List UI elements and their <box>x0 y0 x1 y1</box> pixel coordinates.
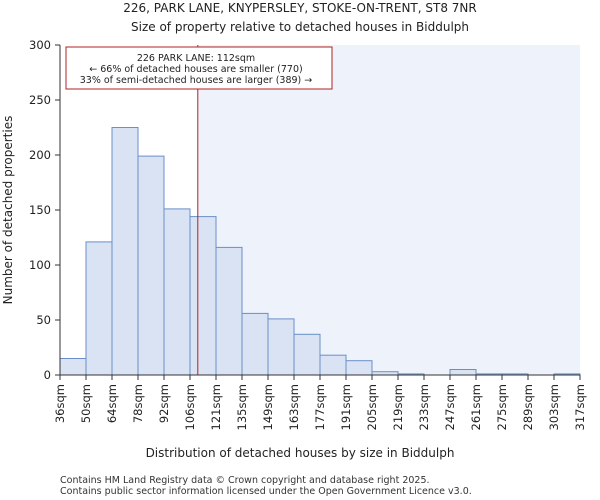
x-axis-ticks: 36sqm 50sqm 64sqm 78sqm 92sqm 106sqm 121sqm 135… <box>53 375 587 430</box>
annotation-box: 226 PARK LANE: 112sqm ← 66% of detached … <box>65 46 333 90</box>
bar-191sqm <box>345 360 373 376</box>
bar-149sqm <box>267 318 295 376</box>
bars <box>59 127 581 376</box>
y-tick-label: 150 <box>29 203 51 217</box>
bar-36sqm <box>59 358 87 376</box>
x-tick-label-163sqm: 163sqm <box>287 384 301 430</box>
x-tick-label-50sqm: 50sqm <box>79 384 93 423</box>
footer-line-2: Contains public sector information licen… <box>60 486 472 497</box>
x-tick-label-191sqm: 191sqm <box>339 384 353 430</box>
footer-line-1: Contains HM Land Registry data © Crown c… <box>60 475 430 486</box>
x-tick-label-106sqm: 106sqm <box>183 384 197 430</box>
bar-121sqm <box>215 246 243 376</box>
bar-135sqm <box>241 312 269 376</box>
x-tick-label-289sqm: 289sqm <box>521 384 535 430</box>
x-tick-label-219sqm: 219sqm <box>391 384 405 430</box>
bar-247sqm <box>449 369 477 376</box>
x-tick-label-135sqm: 135sqm <box>235 384 249 430</box>
y-tick-label: 200 <box>29 148 51 162</box>
annotation-line-1: 226 PARK LANE: 112sqm <box>137 53 255 64</box>
x-tick-label-121sqm: 121sqm <box>209 384 223 430</box>
x-tick-label-247sqm: 247sqm <box>443 384 457 430</box>
chart-title: 226, PARK LANE, KNYPERSLEY, STOKE-ON-TRE… <box>123 1 476 15</box>
x-tick-label-233sqm: 233sqm <box>417 384 431 430</box>
bar-64sqm <box>111 127 139 376</box>
chart-subtitle: Size of property relative to detached ho… <box>131 20 469 34</box>
x-tick-label-317sqm: 317sqm <box>573 384 587 430</box>
x-tick-label-303sqm: 303sqm <box>547 384 561 430</box>
y-axis-label: Number of detached properties <box>1 116 15 305</box>
x-tick-label-36sqm: 36sqm <box>53 384 67 423</box>
bar-177sqm <box>319 354 347 376</box>
x-tick-label-205sqm: 205sqm <box>365 384 379 430</box>
x-tick-label-149sqm: 149sqm <box>261 384 275 430</box>
y-tick-label: 50 <box>36 313 51 327</box>
bar-92sqm <box>163 208 191 376</box>
x-tick-label-64sqm: 64sqm <box>105 384 119 423</box>
x-tick-label-261sqm: 261sqm <box>469 384 483 430</box>
y-tick-label: 300 <box>29 38 51 52</box>
annotation-line-3: 33% of semi-detached houses are larger (… <box>80 75 313 86</box>
x-tick-label-92sqm: 92sqm <box>157 384 171 423</box>
y-tick-label: 250 <box>29 93 51 107</box>
x-tick-label-275sqm: 275sqm <box>495 384 509 430</box>
bar-163sqm <box>293 333 321 376</box>
y-axis-ticks: 0 50 100 150 200 250 300 <box>29 38 60 382</box>
bar-78sqm <box>137 155 165 376</box>
annotation-border <box>65 46 333 90</box>
x-tick-label-78sqm: 78sqm <box>131 384 145 423</box>
x-tick-label-177sqm: 177sqm <box>313 384 327 430</box>
bar-106sqm <box>189 216 217 376</box>
annotation-line-2: ← 66% of detached houses are smaller (77… <box>89 64 302 75</box>
bar-50sqm <box>85 241 113 376</box>
y-tick-label: 100 <box>29 258 51 272</box>
x-axis-label: Distribution of detached houses by size … <box>146 446 455 460</box>
y-tick-label: 0 <box>44 368 51 382</box>
